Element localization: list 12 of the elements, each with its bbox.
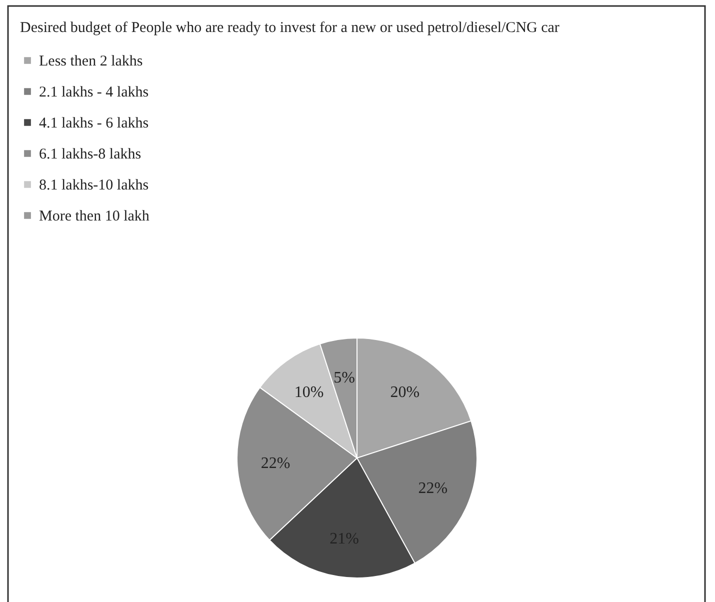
legend-label: 8.1 lakhs-10 lakhs: [39, 178, 149, 194]
data-label: 5%: [334, 369, 355, 386]
legend-label: 4.1 lakhs - 6 lakhs: [39, 116, 149, 132]
data-label: 22%: [418, 480, 448, 498]
legend-title: Desired budget of People who are ready to invest for a new or used petrol/diesel/CNG car: [20, 20, 560, 36]
legend-label: 2.1 lakhs - 4 lakhs: [39, 84, 149, 100]
legend-label: Less then 2 lakhs: [39, 54, 143, 70]
data-label: 10%: [294, 384, 324, 401]
data-label: 20%: [390, 384, 420, 401]
legend-label: More then 10 lakh: [39, 208, 150, 224]
legend-label: 6.1 lakhs-8 lakhs: [39, 146, 142, 162]
data-label: 22%: [260, 455, 290, 472]
